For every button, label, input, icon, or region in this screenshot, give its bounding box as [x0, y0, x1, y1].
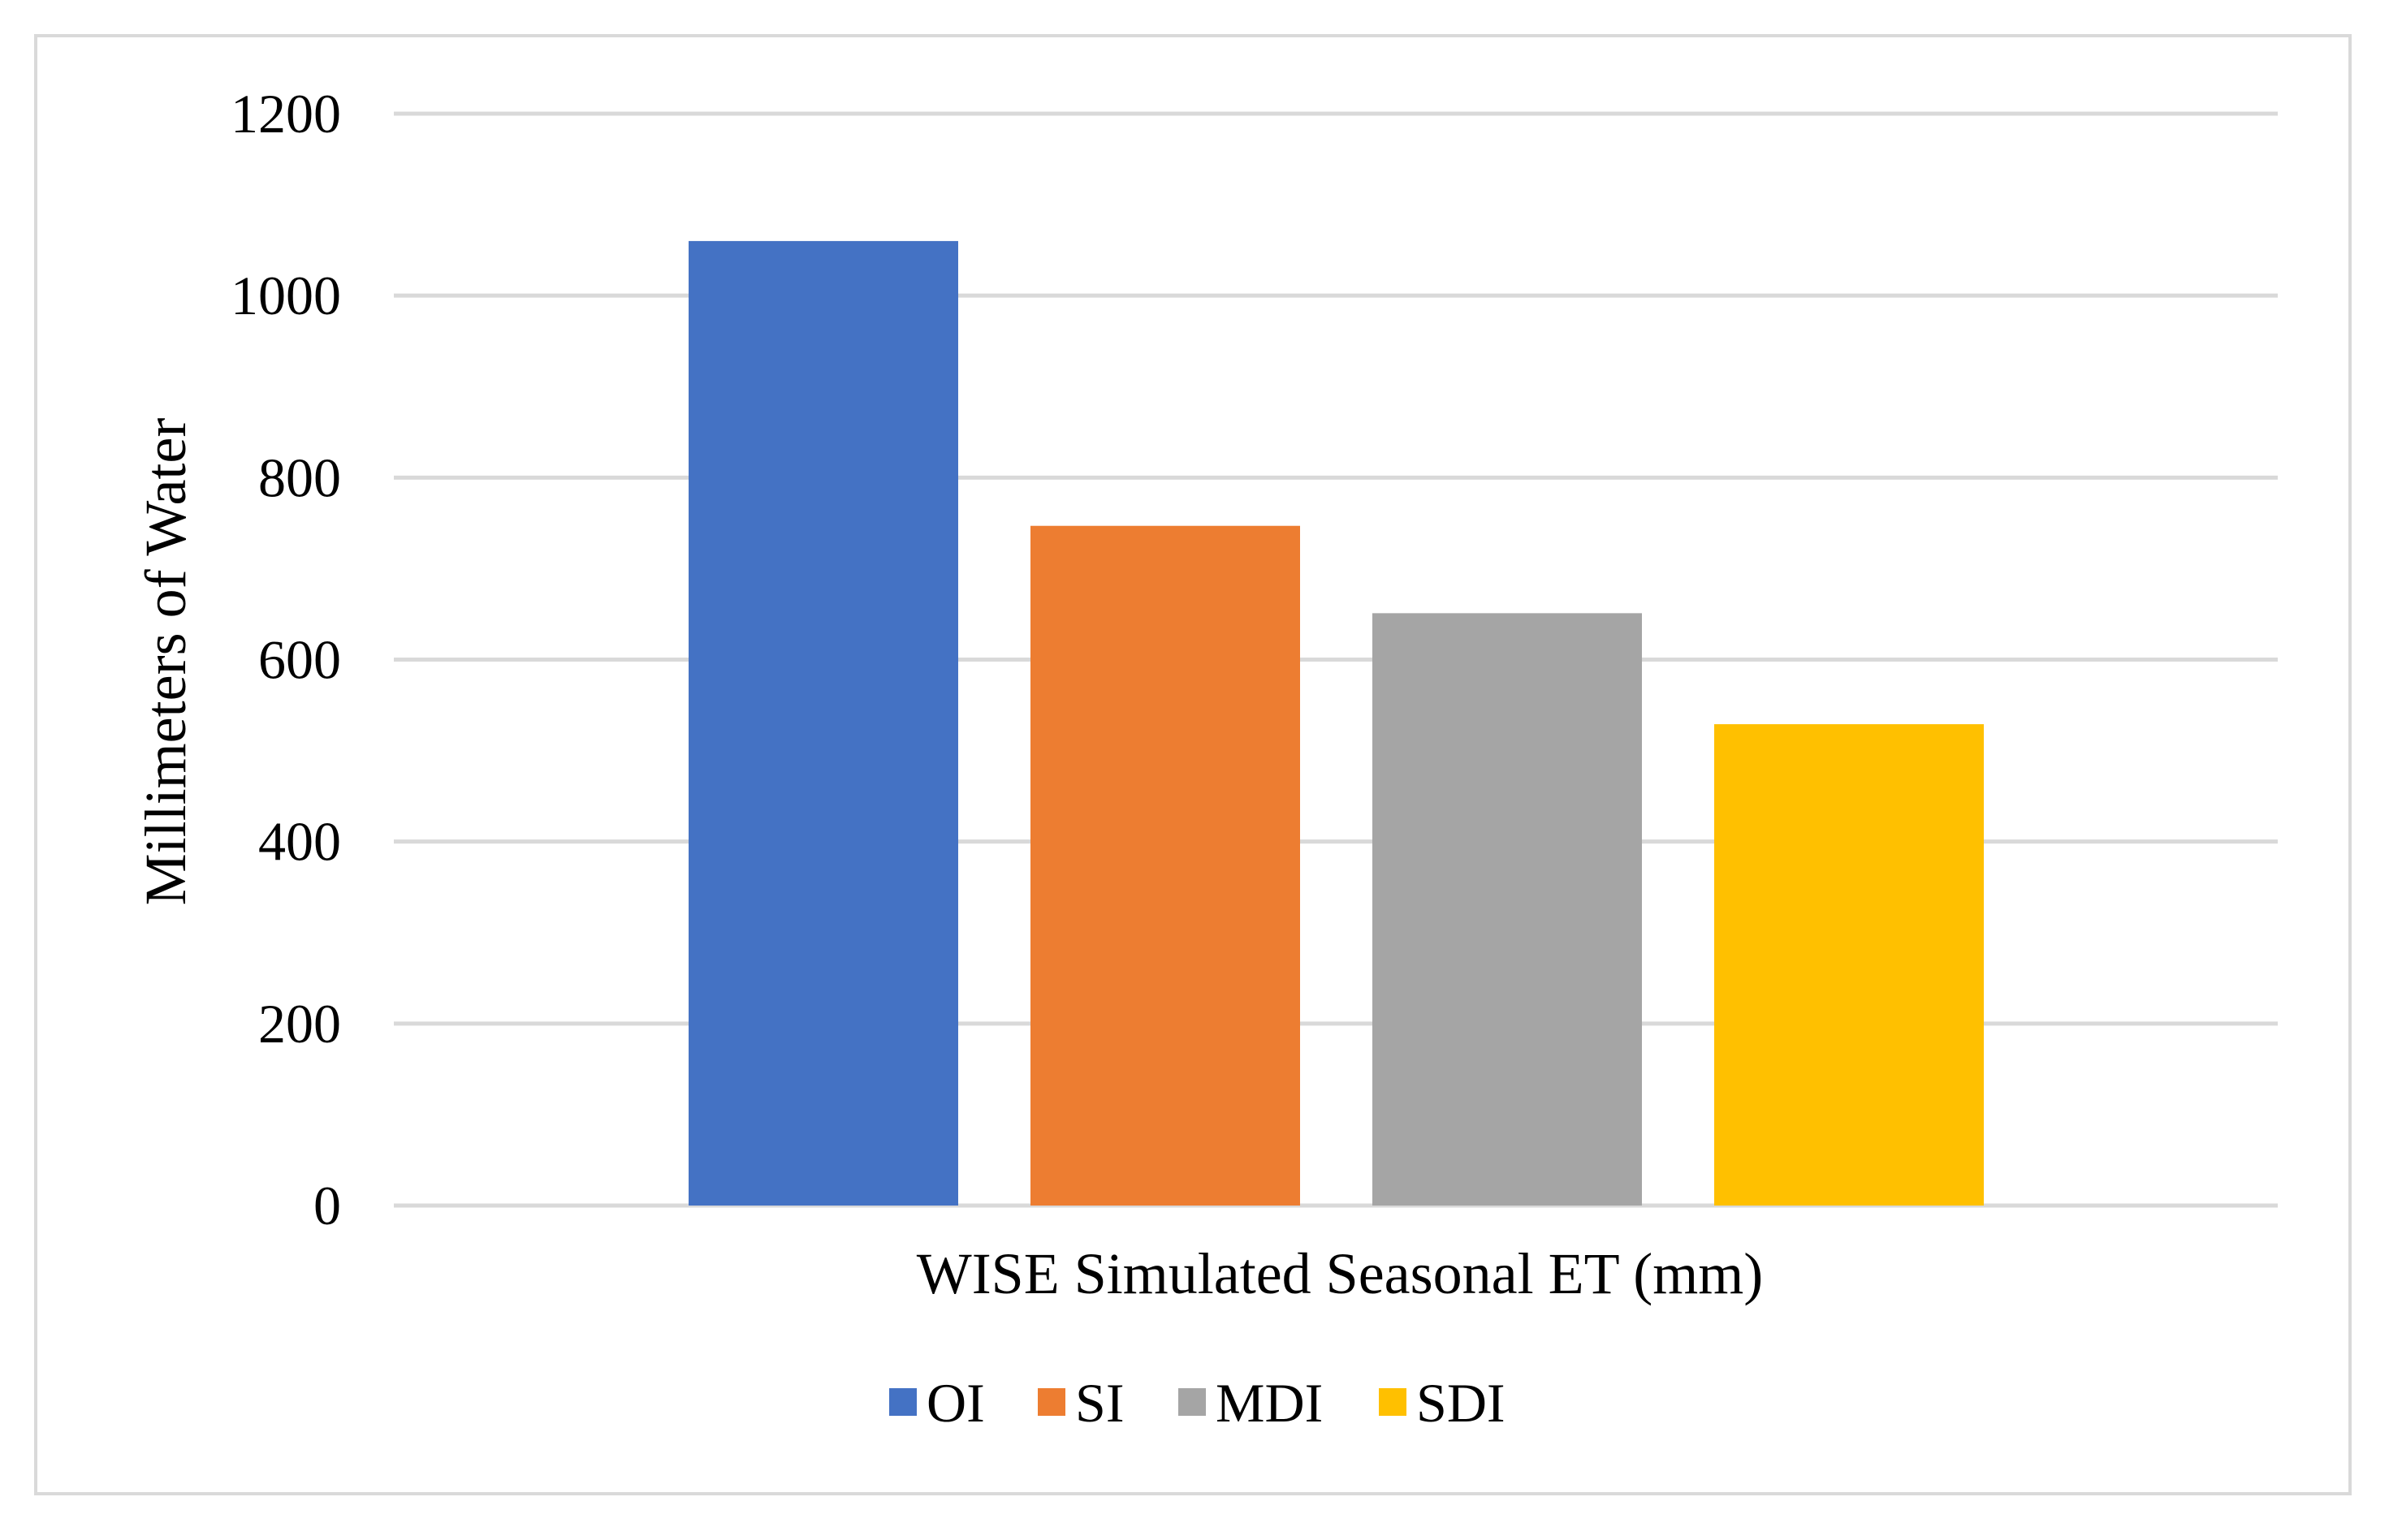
legend-swatch: [889, 1388, 917, 1416]
y-axis-title: Millimeters of Water: [133, 418, 198, 906]
legend-label: SI: [1075, 1372, 1124, 1434]
legend-swatch: [1178, 1388, 1206, 1416]
legend-item-mdi: MDI: [1178, 1372, 1323, 1434]
bar-mdi: [1372, 613, 1642, 1206]
legend-swatch: [1379, 1388, 1406, 1416]
legend-item-si: SI: [1038, 1372, 1124, 1434]
legend-label: OI: [927, 1372, 985, 1434]
y-tick-label: 200: [258, 993, 341, 1055]
bar-sdi: [1714, 724, 1984, 1206]
y-axis-tick-labels: 0 200 400 600 800 1000 1200: [231, 83, 341, 1236]
y-tick-label: 1200: [231, 83, 341, 145]
y-tick-label: 400: [258, 811, 341, 873]
legend-label: SDI: [1416, 1372, 1506, 1434]
x-axis-category-label: WISE Simulated Seasonal ET (mm): [917, 1241, 1764, 1306]
bar-oi: [689, 240, 958, 1206]
y-tick-label: 800: [258, 446, 341, 508]
legend-item-oi: OI: [889, 1372, 985, 1434]
y-tick-label: 600: [258, 629, 341, 691]
gridlines: [394, 111, 2278, 1208]
legend: OI SI MDI SDI: [889, 1372, 1506, 1434]
legend-item-sdi: SDI: [1379, 1372, 1506, 1434]
bar-si: [1030, 525, 1300, 1206]
bars: [689, 240, 1984, 1206]
y-tick-label: 0: [313, 1175, 341, 1236]
legend-label: MDI: [1216, 1372, 1323, 1434]
y-tick-label: 1000: [231, 265, 341, 326]
legend-swatch: [1038, 1388, 1065, 1416]
